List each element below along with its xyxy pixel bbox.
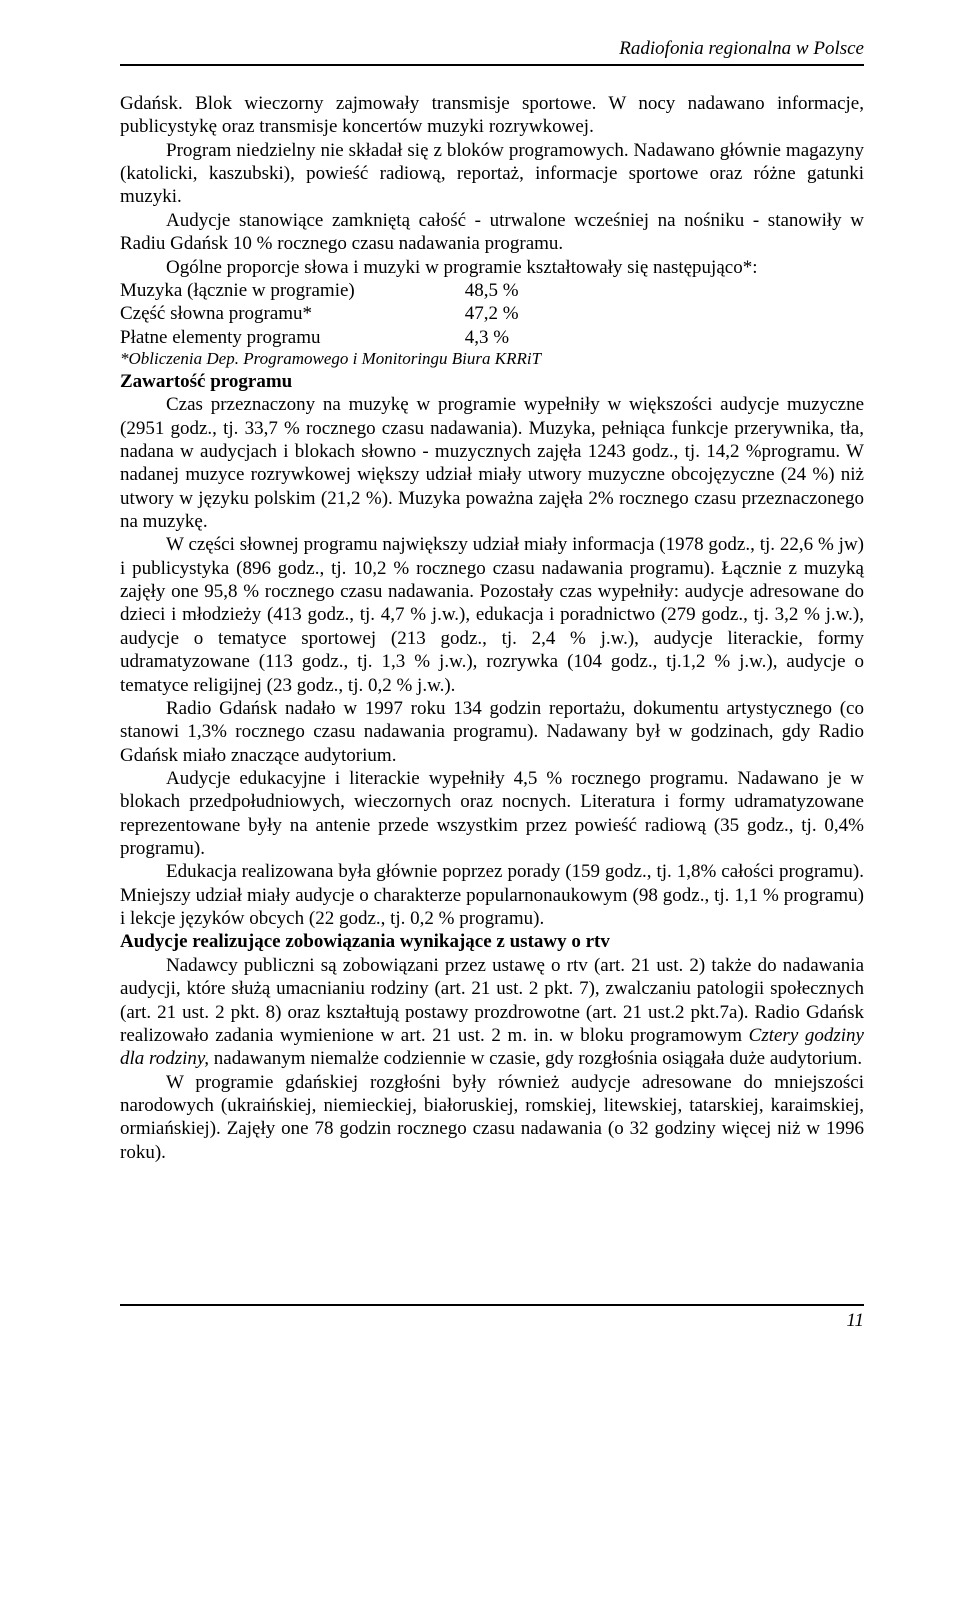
paragraph: Nadawcy publiczni są zobowiązani przez u… bbox=[120, 954, 864, 1071]
document-page: Radiofonia regionalna w Polsce Gdańsk. B… bbox=[0, 0, 960, 1382]
paragraph: Gdańsk. Blok wieczorny zajmowały transmi… bbox=[120, 92, 864, 139]
paragraph: Audycje stanowiące zamkniętą całość - ut… bbox=[120, 209, 864, 256]
section-heading: Zawartość programu bbox=[120, 370, 864, 393]
page-footer: 11 bbox=[120, 1304, 864, 1332]
paragraph: W części słownej programu największy udz… bbox=[120, 533, 864, 697]
page-number: 11 bbox=[120, 1310, 864, 1332]
body-text: Gdańsk. Blok wieczorny zajmowały transmi… bbox=[120, 92, 864, 1164]
text-run: nadawanym niemalże codziennie w czasie, … bbox=[209, 1048, 862, 1069]
stat-value: 47,2 % bbox=[465, 303, 519, 324]
stat-row: Muzyka (łącznie w programie) 48,5 % bbox=[120, 279, 864, 302]
header-rule bbox=[120, 64, 864, 66]
paragraph: W programie gdańskiej rozgłośni były rów… bbox=[120, 1071, 864, 1164]
stat-value: 4,3 % bbox=[465, 327, 509, 348]
footnote: *Obliczenia Dep. Programowego i Monitori… bbox=[120, 349, 864, 370]
section-heading: Audycje realizujące zobowiązania wynikaj… bbox=[120, 930, 864, 953]
running-head: Radiofonia regionalna w Polsce bbox=[120, 38, 864, 60]
stat-label: Płatne elementy programu bbox=[120, 326, 460, 349]
stat-row: Część słowna programu* 47,2 % bbox=[120, 302, 864, 325]
paragraph: Audycje edukacyjne i literackie wypełnił… bbox=[120, 767, 864, 860]
paragraph: Radio Gdańsk nadało w 1997 roku 134 godz… bbox=[120, 697, 864, 767]
footer-rule bbox=[120, 1304, 864, 1306]
paragraph: Program niedzielny nie składał się z blo… bbox=[120, 139, 864, 209]
paragraph: Ogólne proporcje słowa i muzyki w progra… bbox=[120, 256, 864, 279]
paragraph: Czas przeznaczony na muzykę w programie … bbox=[120, 393, 864, 533]
stat-value: 48,5 % bbox=[465, 280, 519, 301]
stat-row: Płatne elementy programu 4,3 % bbox=[120, 326, 864, 349]
stat-label: Muzyka (łącznie w programie) bbox=[120, 279, 460, 302]
stat-label: Część słowna programu* bbox=[120, 302, 460, 325]
paragraph: Edukacja realizowana była głównie poprze… bbox=[120, 860, 864, 930]
